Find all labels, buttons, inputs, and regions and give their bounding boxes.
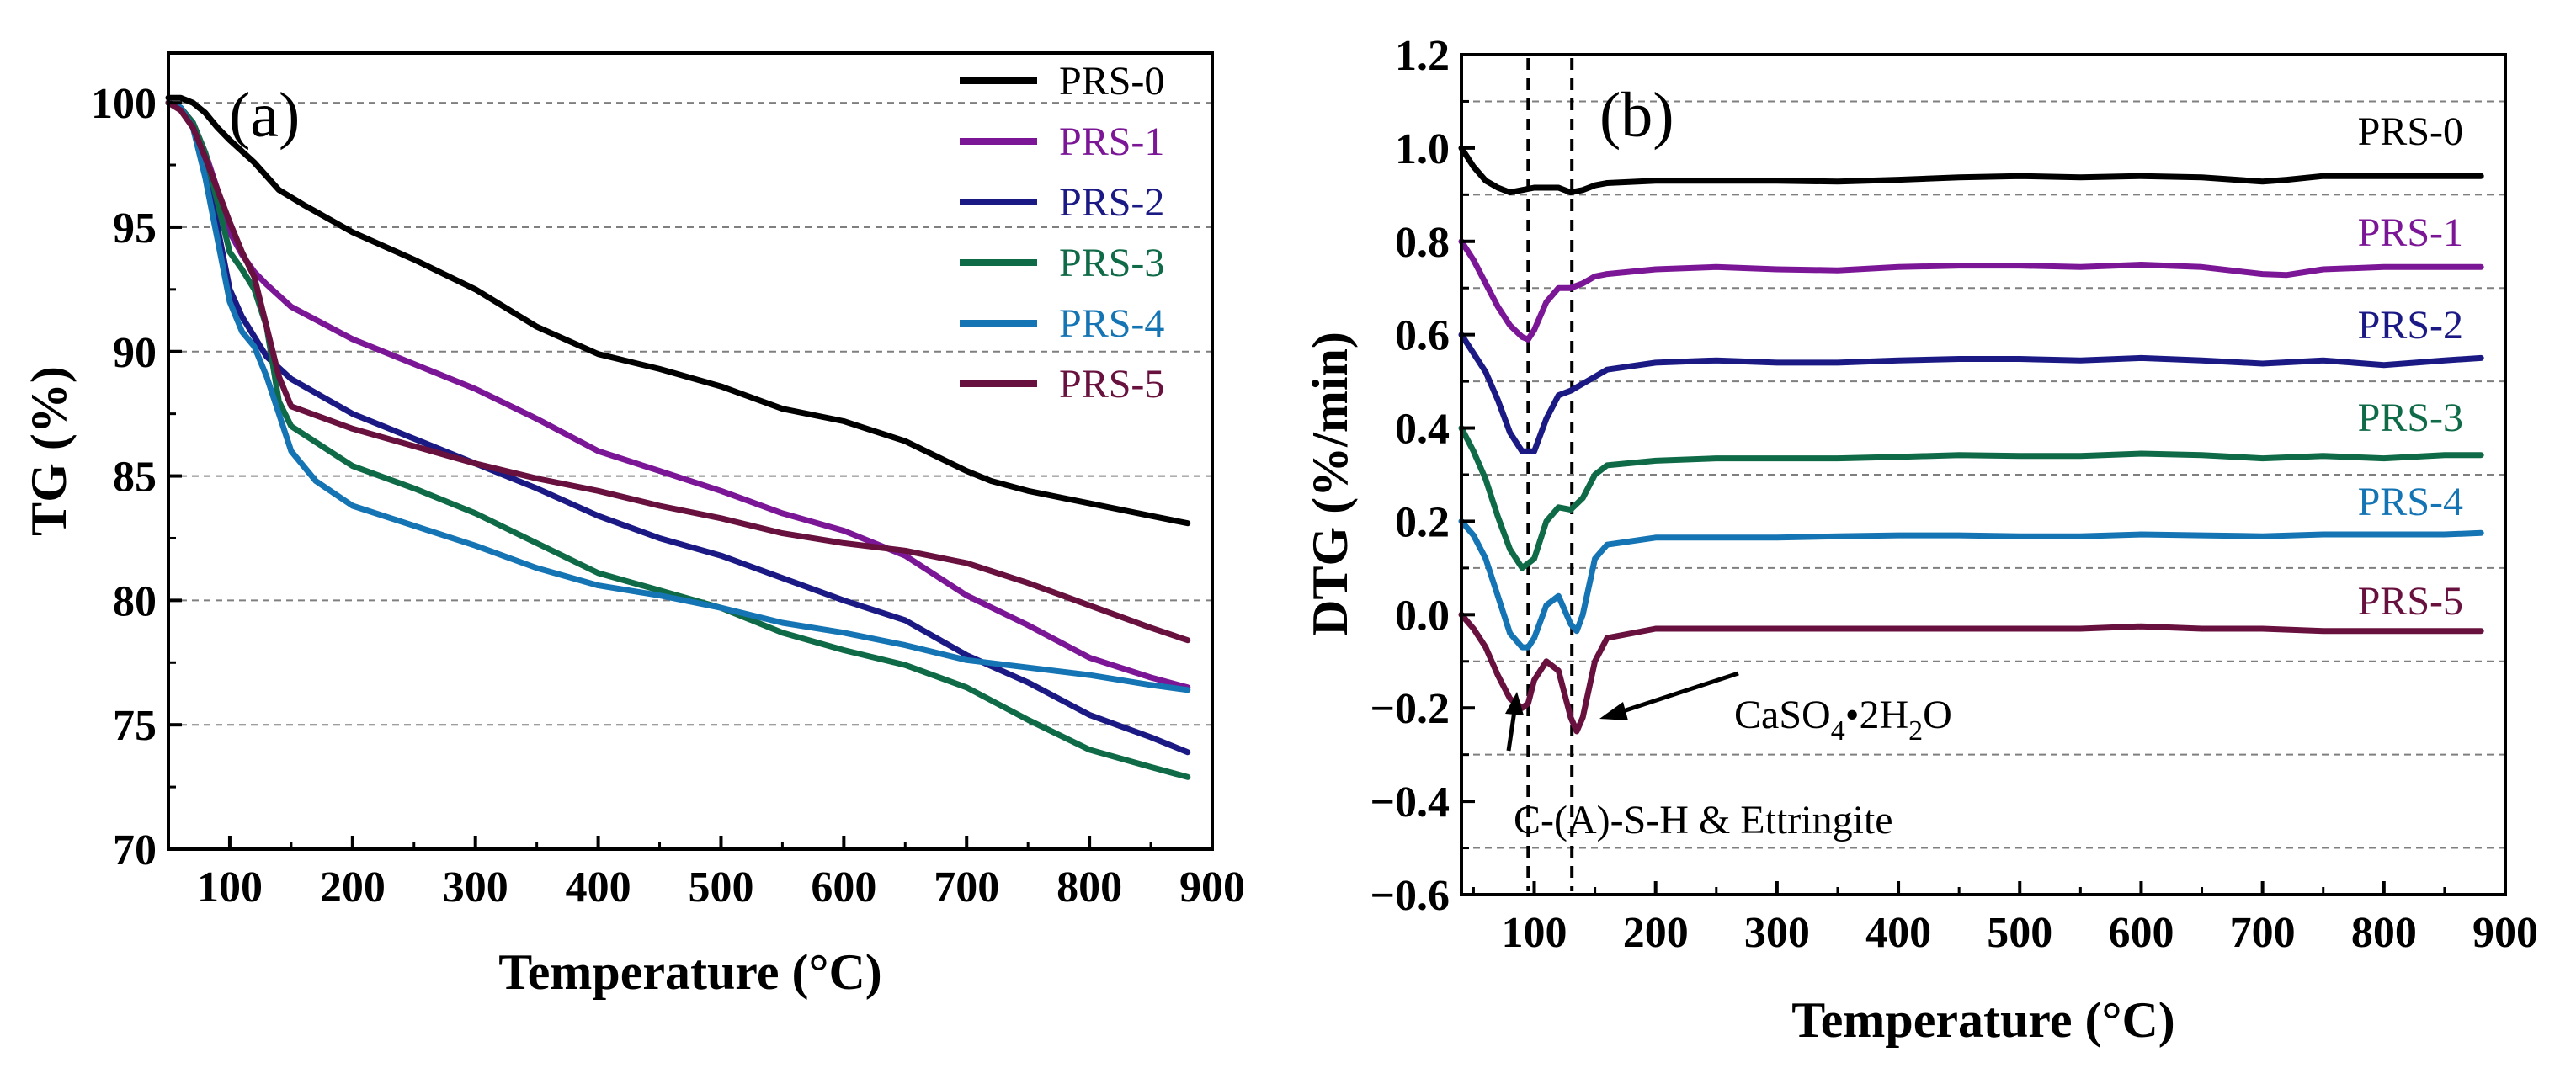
legend-label-prs-0: PRS-0 bbox=[1059, 59, 1164, 104]
b-curve-label-prs-0: PRS-0 bbox=[2358, 109, 2463, 154]
b-vertical-markers bbox=[1526, 58, 1574, 891]
a-x-tick-label: 600 bbox=[811, 863, 876, 911]
a-y-tick-label: 80 bbox=[113, 577, 157, 625]
a-y-tick-label: 90 bbox=[113, 329, 157, 377]
b-y-tick-label: 0.2 bbox=[1395, 498, 1450, 546]
a-series-prs-5 bbox=[165, 99, 1191, 644]
a-series-prs-3 bbox=[165, 99, 1191, 780]
a-ticks bbox=[168, 101, 1214, 851]
b-y-tick-labels: −0.6 −0.4 −0.2 0.0 0.2 0.4 0.6 0.8 1.0 1.2 bbox=[1370, 32, 1450, 920]
a-y-tick-label: 70 bbox=[113, 826, 157, 874]
b-x-tick-label: 900 bbox=[2472, 909, 2538, 957]
b-panel-label: (b) bbox=[1599, 80, 1674, 151]
b-y-tick-label: 1.0 bbox=[1395, 125, 1450, 173]
b-gridlines bbox=[1461, 100, 2505, 849]
b-x-tick-label: 600 bbox=[2108, 909, 2174, 957]
b-x-tick-label: 200 bbox=[1623, 909, 1689, 957]
b-x-tick-label: 500 bbox=[1987, 909, 2052, 957]
b-ticks bbox=[1461, 53, 2507, 896]
legend-label-prs-4: PRS-4 bbox=[1059, 301, 1164, 346]
b-series-prs-2 bbox=[1458, 332, 2484, 454]
a-panel-label: (a) bbox=[229, 80, 300, 151]
b-series-group bbox=[1458, 145, 2484, 735]
a-y-tick-labels: 70 75 80 85 90 95 100 bbox=[91, 80, 157, 874]
annotation-csh-ettringite: C-(A)-S-H & Ettringite bbox=[1505, 692, 1893, 842]
annotation-gypsum: CaSO4•2H2O bbox=[1599, 671, 1952, 747]
arrow-csh-head bbox=[1505, 692, 1524, 715]
annotation-csh-text: C-(A)-S-H & Ettringite bbox=[1514, 798, 1893, 842]
b-x-tick-labels: 100 200 300 400 500 600 700 800 900 bbox=[1502, 909, 2538, 957]
legend-label-prs-1: PRS-1 bbox=[1059, 120, 1164, 164]
b-x-axis-title: Temperature (°C) bbox=[1791, 992, 2175, 1048]
a-series-prs-4 bbox=[165, 99, 1191, 693]
annotation-gypsum-text: CaSO4•2H2O bbox=[1734, 693, 1952, 747]
a-x-tick-label: 400 bbox=[566, 863, 631, 911]
a-x-axis-title: Temperature (°C) bbox=[498, 944, 882, 1000]
a-y-axis-title: TG (%) bbox=[21, 366, 77, 536]
a-axis-frame bbox=[167, 51, 1214, 851]
a-x-tick-labels: 100 200 300 400 500 600 700 800 900 bbox=[197, 863, 1245, 911]
b-series-prs-3 bbox=[1458, 425, 2484, 571]
b-x-tick-label: 800 bbox=[2351, 909, 2417, 957]
b-curve-labels: PRS-0 PRS-1 PRS-2 PRS-3 PRS-4 PRS-5 bbox=[2358, 109, 2463, 624]
b-y-tick-label: 0.6 bbox=[1395, 312, 1450, 360]
legend-label-prs-3: PRS-3 bbox=[1059, 241, 1164, 285]
arrow-gypsum-line bbox=[1617, 671, 1739, 715]
b-curve-label-prs-3: PRS-3 bbox=[2358, 396, 2463, 440]
b-curve-label-prs-2: PRS-2 bbox=[2358, 303, 2463, 348]
a-y-tick-label: 100 bbox=[91, 80, 157, 128]
legend-label-prs-5: PRS-5 bbox=[1059, 362, 1164, 406]
a-series-group bbox=[165, 94, 1191, 780]
b-curve-label-prs-5: PRS-5 bbox=[2358, 579, 2463, 624]
legend-label-prs-2: PRS-2 bbox=[1059, 180, 1164, 225]
b-curve-label-prs-1: PRS-1 bbox=[2358, 210, 2463, 255]
b-x-tick-label: 300 bbox=[1744, 909, 1810, 957]
b-x-tick-label: 400 bbox=[1865, 909, 1931, 957]
b-series-prs-0 bbox=[1458, 145, 2484, 196]
b-y-tick-label: 1.2 bbox=[1395, 32, 1450, 80]
panel-b-dtg-chart: 100 200 300 400 500 600 700 800 900 −0.6 −0.4 −0.2… bbox=[1302, 32, 2538, 1048]
a-legend: PRS-0 PRS-1 PRS-2 PRS-3 PRS-4 PRS-5 bbox=[960, 59, 1164, 406]
b-y-axis-title: DTG (%/min) bbox=[1302, 332, 1358, 636]
b-y-tick-label: −0.2 bbox=[1370, 685, 1450, 733]
arrow-gypsum-head bbox=[1599, 702, 1628, 720]
a-x-tick-label: 500 bbox=[688, 863, 753, 911]
a-x-tick-label: 800 bbox=[1056, 863, 1122, 911]
b-series-prs-1 bbox=[1458, 238, 2484, 343]
b-y-tick-label: −0.6 bbox=[1370, 872, 1450, 920]
b-x-tick-label: 100 bbox=[1502, 909, 1567, 957]
a-y-tick-label: 85 bbox=[113, 454, 157, 502]
b-y-tick-label: 0.8 bbox=[1395, 219, 1450, 267]
b-y-tick-label: 0.0 bbox=[1395, 592, 1450, 640]
a-series-prs-0 bbox=[165, 94, 1191, 527]
b-x-tick-label: 700 bbox=[2230, 909, 2296, 957]
a-x-tick-label: 100 bbox=[197, 863, 263, 911]
a-x-tick-label: 300 bbox=[443, 863, 508, 911]
b-series-prs-4 bbox=[1458, 518, 2484, 651]
b-y-tick-label: 0.4 bbox=[1395, 406, 1450, 454]
panel-a-tg-chart: 100 200 300 400 500 600 700 800 900 70 75 80 85 90 95… bbox=[21, 51, 1245, 1000]
a-y-tick-label: 95 bbox=[113, 205, 157, 252]
a-x-tick-label: 900 bbox=[1179, 863, 1245, 911]
b-curve-label-prs-4: PRS-4 bbox=[2358, 480, 2463, 524]
b-y-tick-label: −0.4 bbox=[1370, 778, 1450, 826]
a-y-tick-label: 75 bbox=[113, 702, 157, 750]
a-x-tick-label: 200 bbox=[320, 863, 386, 911]
a-x-tick-label: 700 bbox=[934, 863, 999, 911]
